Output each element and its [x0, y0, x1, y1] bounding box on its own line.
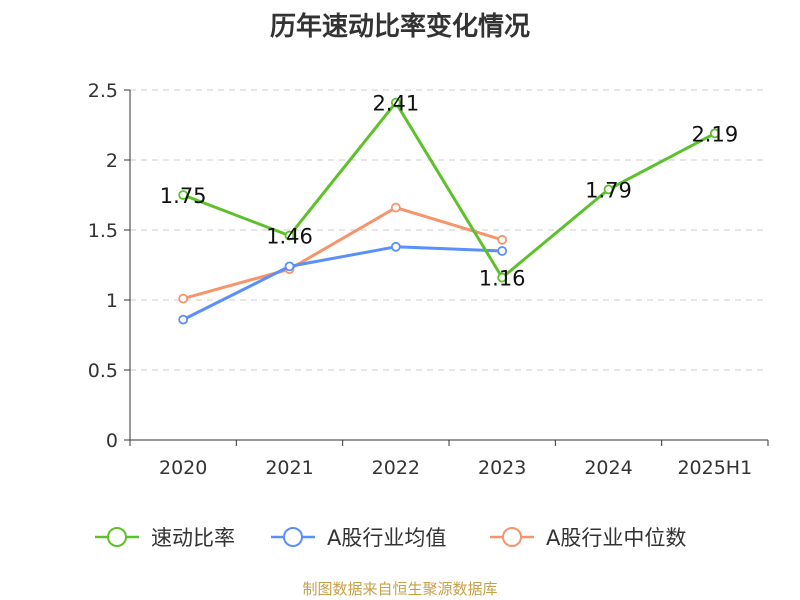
data-point [178, 190, 189, 200]
data-point [497, 234, 508, 245]
series-layer [178, 97, 720, 325]
data-label: 1.79 [585, 178, 632, 202]
data-point [178, 293, 189, 304]
data-label: 1.16 [479, 267, 526, 291]
legend-label: 速动比率 [151, 526, 235, 550]
data-point [709, 128, 720, 139]
data-point [497, 246, 508, 256]
x-tick-label: 2022 [372, 457, 420, 479]
series-line [182, 206, 503, 301]
grid-lines [130, 89, 768, 371]
data-label: 2.19 [691, 122, 738, 146]
legend-label: A股行业均值 [327, 526, 446, 550]
data-point [603, 184, 614, 195]
axes: 0 0.5 1 1.5 2 2.5 2020 2021 2022 2023 2024 2025H1 [88, 80, 769, 479]
data-point [390, 97, 401, 108]
x-tick-label: 2020 [159, 457, 207, 479]
y-tick-label: 1 [106, 290, 118, 312]
data-label: 1.46 [266, 225, 313, 249]
x-tick-label: 2025H1 [677, 457, 752, 479]
data-point [284, 261, 295, 272]
source-note: 制图数据来自恒生聚源数据库 [302, 580, 498, 598]
y-tick-label: 1.5 [88, 220, 118, 242]
y-tick-label: 2 [106, 150, 118, 172]
data-point [497, 272, 508, 283]
x-tick-label: 2021 [265, 457, 313, 479]
series-line [182, 101, 716, 280]
data-point [284, 230, 295, 241]
data-label: 1.75 [160, 184, 207, 208]
legend-swatch-marker [107, 527, 127, 547]
x-tick-label: 2024 [584, 457, 632, 479]
data-label: 2.41 [372, 92, 419, 116]
y-tick-label: 0.5 [88, 360, 118, 382]
data-point [178, 314, 189, 325]
series-line [182, 245, 503, 321]
y-tick-label: 0 [106, 430, 118, 452]
data-point [390, 241, 401, 252]
legend-swatch-marker [283, 527, 303, 547]
x-tick-label: 2023 [478, 457, 526, 479]
legend-swatch-marker [502, 527, 522, 547]
chart-title: 历年速动比率变化情况 [269, 12, 530, 42]
data-labels: 1.75 1.46 2.41 1.16 1.79 2.19 [160, 92, 738, 291]
legend-label: A股行业中位数 [546, 526, 686, 550]
legend: 速动比率 A股行业均值 A股行业中位数 [95, 526, 686, 550]
data-point [390, 202, 401, 213]
y-tick-label: 2.5 [88, 80, 118, 102]
